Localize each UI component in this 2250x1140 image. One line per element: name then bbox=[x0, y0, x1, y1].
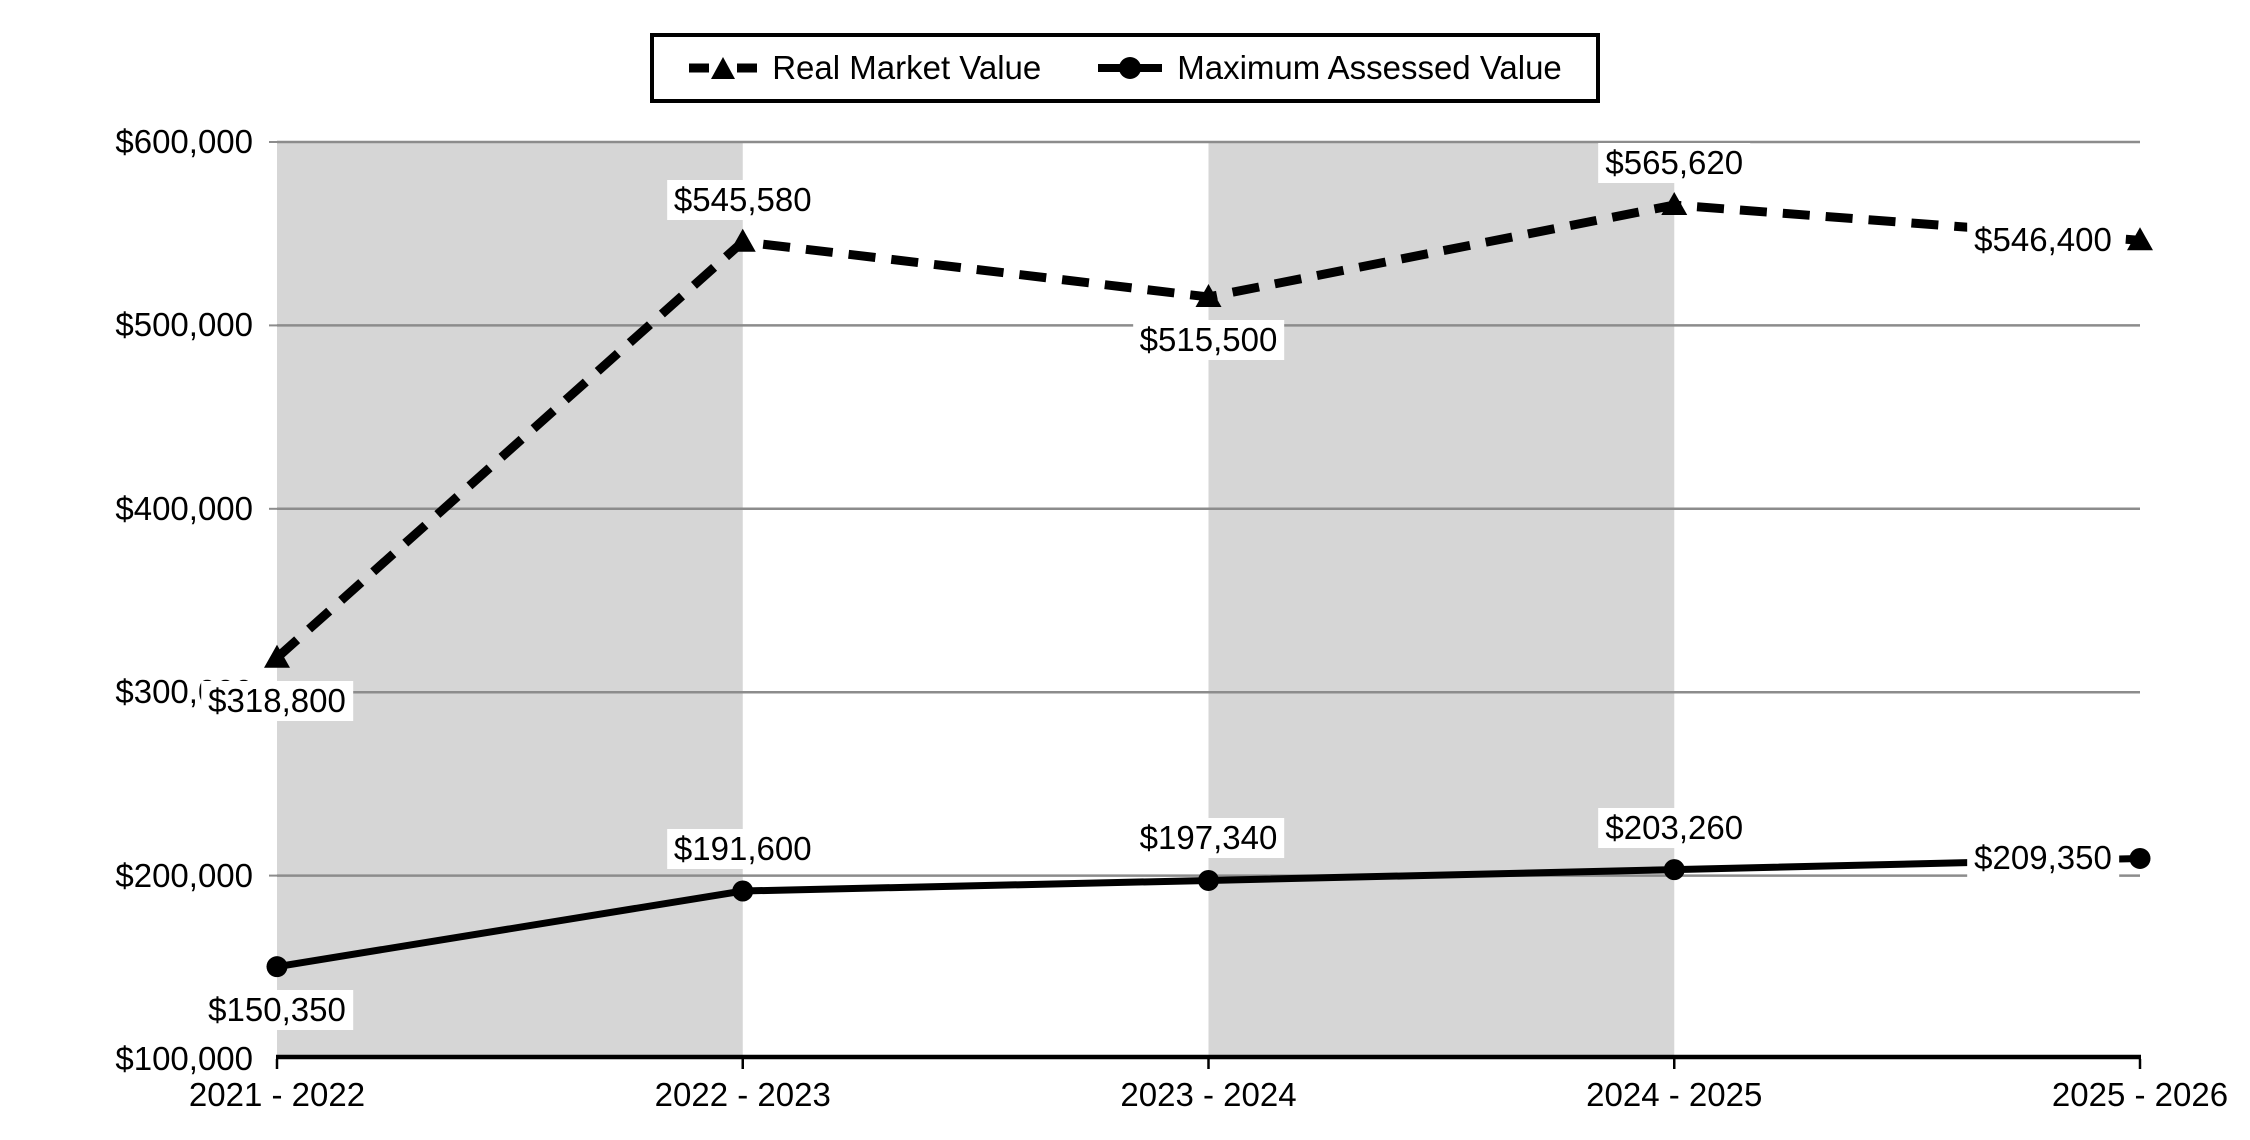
triangle-marker bbox=[2127, 227, 2153, 251]
y-axis-tick-label: $600,000 bbox=[115, 123, 253, 160]
x-axis-category-label: 2022 - 2023 bbox=[654, 1076, 831, 1113]
solid-line-circle-marker-icon bbox=[1098, 57, 1163, 79]
triangle-marker bbox=[264, 644, 290, 668]
legend: Real Market Value Maximum Assessed Value bbox=[650, 33, 1600, 103]
circle-marker bbox=[2129, 847, 2151, 869]
data-label: $565,620 bbox=[1598, 143, 1751, 184]
legend-item-maximum-assessed-value: Maximum Assessed Value bbox=[1097, 49, 1562, 87]
y-axis-tick-label: $400,000 bbox=[115, 489, 253, 527]
data-label: $318,800 bbox=[201, 680, 353, 721]
data-label: $545,580 bbox=[666, 179, 819, 220]
circle-marker bbox=[732, 880, 754, 902]
plot-band bbox=[1208, 142, 1675, 1059]
circle-marker bbox=[1663, 859, 1685, 881]
y-axis-tick-label: $200,000 bbox=[115, 856, 253, 894]
data-label: $150,350 bbox=[201, 989, 353, 1030]
x-axis-category-label: 2024 - 2025 bbox=[1586, 1076, 1763, 1113]
data-label: $515,500 bbox=[1132, 319, 1285, 360]
y-axis-tick-label: $500,000 bbox=[115, 306, 253, 344]
legend-label-real-market-value: Real Market Value bbox=[772, 49, 1042, 86]
data-label: $546,400 bbox=[1967, 220, 2119, 261]
x-axis-category-label: 2021 - 2022 bbox=[188, 1076, 366, 1113]
data-label: $197,340 bbox=[1132, 818, 1285, 859]
circle-marker bbox=[266, 956, 288, 978]
triangle-marker bbox=[1661, 192, 1688, 216]
data-label: $203,260 bbox=[1598, 807, 1751, 848]
legend-label-maximum-assessed-value: Maximum Assessed Value bbox=[1177, 49, 1562, 86]
y-axis-tick-label: $100,000 bbox=[115, 1040, 253, 1077]
triangle-marker bbox=[1195, 283, 1222, 307]
x-axis-category-label: 2023 - 2024 bbox=[1120, 1076, 1297, 1113]
data-label: $191,600 bbox=[666, 829, 819, 869]
data-label: $209,350 bbox=[1967, 838, 2119, 879]
x-axis-category-label: 2025 - 2026 bbox=[2051, 1076, 2229, 1113]
triangle-marker bbox=[729, 228, 756, 252]
legend-item-real-market-value: Real Market Value bbox=[688, 49, 1041, 87]
dashed-line-triangle-marker-icon bbox=[689, 57, 758, 79]
circle-marker bbox=[1198, 869, 1219, 891]
